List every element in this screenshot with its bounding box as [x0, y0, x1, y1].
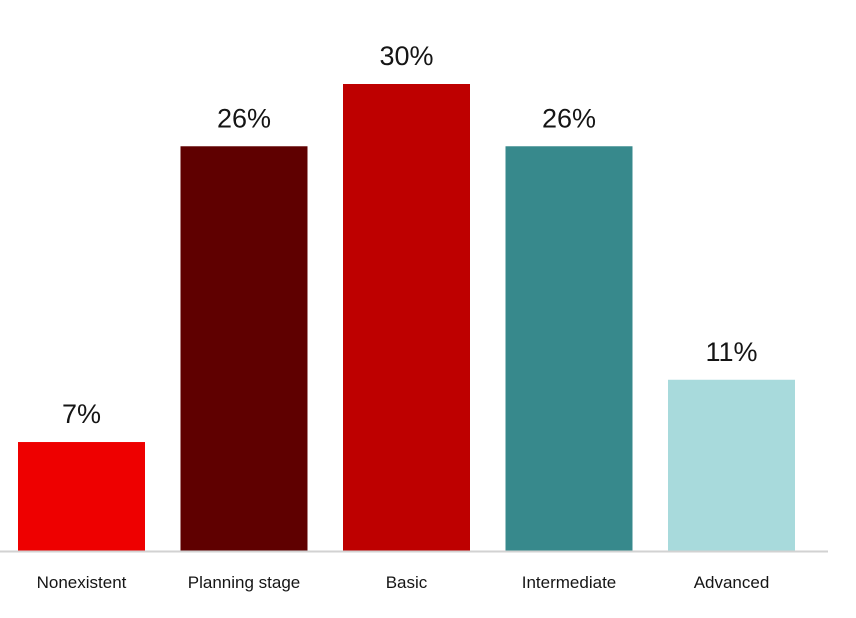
- value-label-intermediate: 26%: [542, 103, 596, 133]
- category-label-planning-stage: Planning stage: [188, 573, 300, 592]
- bar-nonexistent: [18, 442, 145, 551]
- bar-intermediate: [505, 146, 633, 551]
- category-label-intermediate: Intermediate: [522, 573, 617, 592]
- bar-planning-stage: [180, 146, 308, 551]
- category-label-advanced: Advanced: [694, 573, 770, 592]
- value-labels-layer: 7% 26% 30% 26% 11%: [62, 41, 758, 429]
- bar-advanced: [668, 379, 795, 551]
- value-label-advanced: 11%: [705, 337, 757, 367]
- bar-basic: [343, 84, 470, 551]
- value-label-nonexistent: 7%: [62, 399, 101, 429]
- category-label-nonexistent: Nonexistent: [37, 573, 127, 592]
- value-label-basic: 30%: [379, 41, 433, 71]
- category-label-basic: Basic: [386, 573, 428, 592]
- category-labels-layer: Nonexistent Planning stage Basic Intermedia…: [37, 573, 770, 592]
- bars-layer: [18, 84, 795, 551]
- value-label-planning-stage: 26%: [217, 103, 271, 133]
